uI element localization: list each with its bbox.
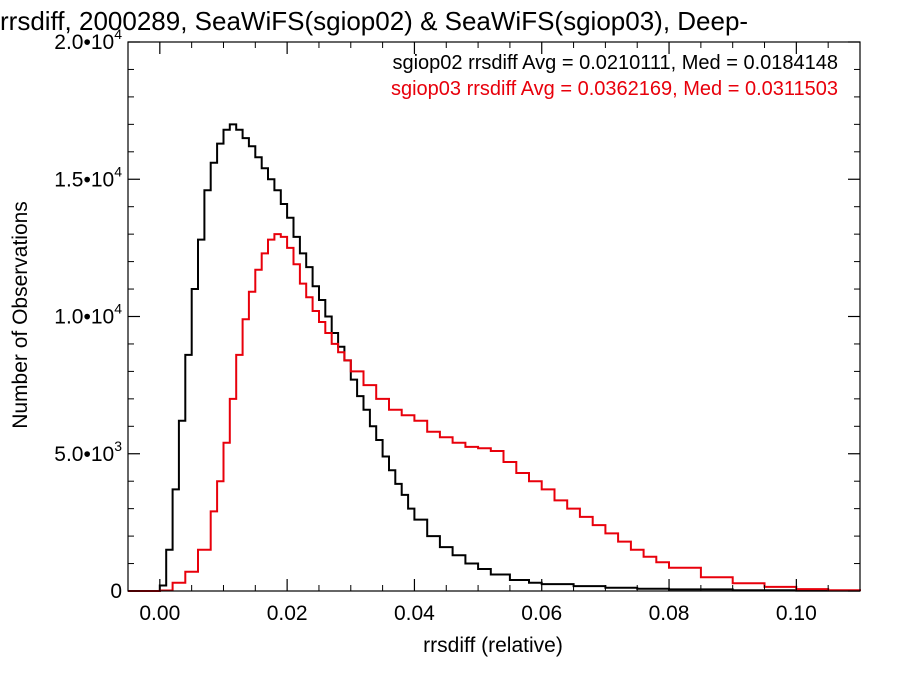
y-tick-label: 2.0•104 <box>54 26 122 54</box>
y-tick-label: 5.0•103 <box>54 438 122 466</box>
y-axis-label: Number of Observations <box>9 201 32 429</box>
axes-layer: 0.00 0.02 0.04 0.06 0.08 0.10 0 5.0•103 1.0•104 1… <box>54 26 861 625</box>
plot-frame <box>127 41 861 592</box>
x-tick-label: 0.08 <box>649 602 690 625</box>
series-line-2 <box>128 233 861 592</box>
legend: sgiop02 rrsdiff Avg = 0.0210111, Med = 0… <box>391 52 838 100</box>
x-tick-label: 0.04 <box>394 602 435 625</box>
x-tick-label: 0.10 <box>776 602 817 625</box>
x-axis-label: rrsdiff (relative) <box>423 634 563 657</box>
series-line-1 <box>128 123 861 592</box>
series-layer <box>128 123 861 592</box>
y-tick-label: 1.5•104 <box>54 163 122 191</box>
legend-entry-2: sgiop03 rrsdiff Avg = 0.0362169, Med = 0… <box>391 78 838 100</box>
x-tick-label: 0.02 <box>267 602 308 625</box>
x-tick-label: 0.06 <box>521 602 562 625</box>
y-tick-label: 0 <box>110 580 122 603</box>
legend-entry-1: sgiop02 rrsdiff Avg = 0.0210111, Med = 0… <box>392 52 838 74</box>
chart-title: rrsdiff, 2000289, SeaWiFS(sgiop02) & Sea… <box>0 6 749 36</box>
y-tick-label: 1.0•104 <box>54 301 122 329</box>
x-tick-label: 0.00 <box>139 602 180 625</box>
